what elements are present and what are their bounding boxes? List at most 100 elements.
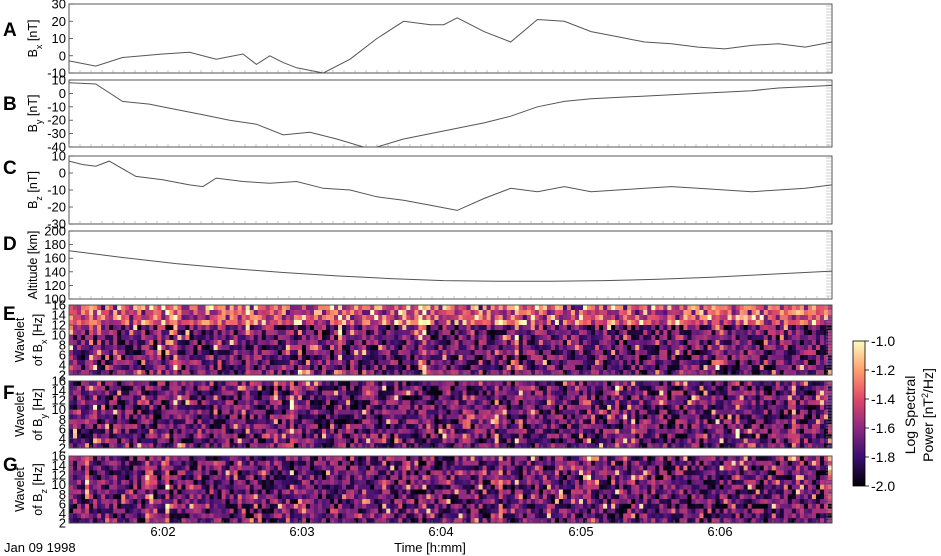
heatmap-cell bbox=[546, 414, 552, 420]
heatmap-cell bbox=[245, 345, 251, 351]
heatmap-cell bbox=[635, 350, 640, 356]
heatmap-cell bbox=[237, 355, 242, 361]
heatmap-cell bbox=[317, 335, 323, 341]
heatmap-cell bbox=[787, 370, 793, 376]
heatmap-cell bbox=[105, 370, 110, 376]
heatmap-cell bbox=[482, 409, 487, 415]
heatmap-cell bbox=[454, 315, 459, 321]
heatmap-cell bbox=[619, 355, 624, 361]
heatmap-cell bbox=[77, 424, 82, 430]
heatmap-cell bbox=[502, 419, 508, 425]
heatmap-cell bbox=[398, 395, 403, 401]
heatmap-cell bbox=[803, 310, 809, 316]
heatmap-cell bbox=[390, 390, 395, 396]
heatmap-cell bbox=[514, 428, 520, 434]
heatmap-cell bbox=[185, 365, 190, 371]
heatmap-cell bbox=[438, 345, 443, 351]
heatmap-cell bbox=[735, 350, 740, 356]
heatmap-cell bbox=[338, 414, 343, 420]
heatmap-cell bbox=[334, 355, 339, 361]
heatmap-cell bbox=[414, 433, 419, 439]
heatmap-cell bbox=[121, 438, 126, 444]
heatmap-cell bbox=[189, 345, 194, 351]
heatmap-cell bbox=[133, 400, 138, 406]
heatmap-cell bbox=[410, 395, 415, 401]
heatmap-cell bbox=[161, 414, 166, 420]
heatmap-cell bbox=[378, 433, 383, 439]
heatmap-cell bbox=[149, 390, 154, 396]
heatmap-cell bbox=[197, 428, 202, 434]
heatmap-cell bbox=[570, 400, 576, 406]
heatmap-cell bbox=[675, 360, 680, 366]
heatmap-cell bbox=[566, 335, 572, 341]
heatmap-cell bbox=[526, 433, 532, 439]
heatmap-cell bbox=[474, 360, 479, 366]
heatmap-cell bbox=[121, 315, 126, 321]
heatmap-cell bbox=[350, 320, 355, 326]
heatmap-cell bbox=[703, 330, 708, 336]
heatmap-cell bbox=[402, 340, 407, 346]
heatmap-cell bbox=[93, 355, 98, 361]
heatmap-cell bbox=[426, 315, 431, 321]
heatmap-cell bbox=[450, 310, 455, 316]
heatmap-cell bbox=[73, 414, 78, 420]
heatmap-cell bbox=[374, 350, 379, 356]
heatmap-cell bbox=[149, 409, 154, 415]
heatmap-cell bbox=[514, 305, 520, 311]
heatmap-cell bbox=[562, 390, 568, 396]
heatmap-cell bbox=[342, 365, 347, 371]
heatmap-cell bbox=[241, 419, 246, 425]
heatmap-cell bbox=[125, 438, 130, 444]
heatmap-cell bbox=[189, 400, 194, 406]
heatmap-cell bbox=[398, 390, 403, 396]
heatmap-cell bbox=[779, 305, 785, 311]
heatmap-cell bbox=[466, 315, 471, 321]
heatmap-cell bbox=[426, 419, 431, 425]
heatmap-cell bbox=[145, 340, 150, 346]
heatmap-cell bbox=[201, 404, 206, 411]
heatmap-cell bbox=[767, 350, 773, 356]
heatmap-cell bbox=[378, 424, 383, 430]
heatmap-cell bbox=[229, 305, 234, 311]
heatmap-cell bbox=[462, 330, 467, 336]
heatmap-cell bbox=[354, 370, 359, 376]
heatmap-cell bbox=[579, 330, 584, 336]
heatmap-cell bbox=[277, 315, 283, 321]
heatmap-cell bbox=[289, 400, 295, 406]
heatmap-cell bbox=[591, 330, 596, 336]
heatmap-cell bbox=[807, 355, 813, 361]
heatmap-cell bbox=[225, 310, 230, 316]
heatmap-cell bbox=[193, 404, 198, 411]
heatmap-cell bbox=[197, 335, 202, 341]
heatmap-cell bbox=[711, 305, 716, 311]
heatmap-cell bbox=[277, 381, 283, 387]
heatmap-cell bbox=[422, 360, 427, 366]
heatmap-cell bbox=[799, 360, 805, 366]
heatmap-cell bbox=[502, 433, 508, 439]
heatmap-cell bbox=[297, 390, 303, 396]
heatmap-cell bbox=[562, 320, 568, 326]
heatmap-cell bbox=[374, 395, 379, 401]
heatmap-cell bbox=[494, 335, 499, 341]
heatmap-cell bbox=[185, 390, 190, 396]
heatmap-cell bbox=[378, 320, 383, 326]
heatmap-cell bbox=[442, 325, 447, 331]
heatmap-cell bbox=[293, 385, 299, 391]
heatmap-cell bbox=[550, 320, 556, 326]
heatmap-cell bbox=[775, 335, 781, 341]
heatmap-cell bbox=[109, 355, 114, 361]
heatmap-cell bbox=[141, 385, 146, 391]
heatmap-cell bbox=[133, 404, 138, 411]
heatmap-cell bbox=[450, 419, 455, 425]
heatmap-cell bbox=[430, 340, 435, 346]
heatmap-cell bbox=[414, 315, 419, 321]
heatmap-cell bbox=[815, 365, 821, 371]
heatmap-cell bbox=[237, 428, 242, 434]
heatmap-cell bbox=[313, 315, 319, 321]
heatmap-cell bbox=[462, 390, 467, 396]
heatmap-cell bbox=[518, 335, 524, 341]
heatmap-cell bbox=[446, 428, 451, 434]
heatmap-cell bbox=[470, 385, 475, 391]
heatmap-cell bbox=[558, 315, 564, 321]
heatmap-cell bbox=[651, 350, 656, 356]
